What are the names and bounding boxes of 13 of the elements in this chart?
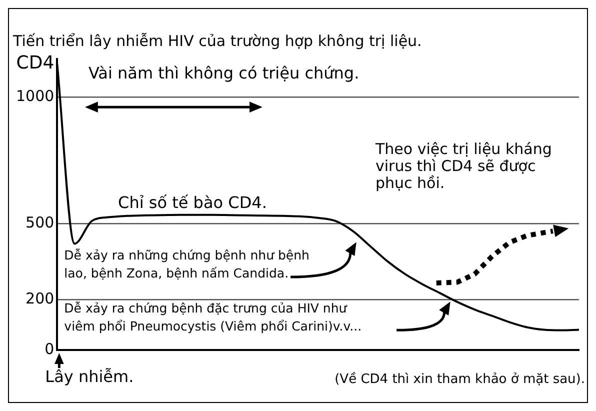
chart-title: Tiến triển lây nhiễm HIV của trường hợp không trị liệu. xyxy=(12,32,422,50)
series-label: Chỉ số tế bào CD4. xyxy=(118,192,267,212)
y-tick-label: 500 xyxy=(26,213,54,232)
y-tick-label: 200 xyxy=(26,289,54,308)
text: (Về CD4 thì xin tham khảo ở mặt sau). xyxy=(334,370,585,387)
annotation: Theo việc trị liệu kháng virus thì CD4 sẽ được phục hồi. xyxy=(374,140,552,192)
text: Lây nhiễm. xyxy=(45,367,134,386)
annotation: Vài năm thì không có triệu chứng. xyxy=(88,64,360,83)
y-tick-label: 1000 xyxy=(16,86,54,105)
annotation: Dễ xảy ra chứng bệnh đặc trưng của HIV như viêm phổi Pneumocystis (Viêm phổi Carini)v.v... xyxy=(64,300,362,334)
y-axis-title: CD4 xyxy=(16,52,54,74)
y-tick-label: 0 xyxy=(44,340,54,358)
annotation: Dễ xảy ra những chứng bệnh như bệnh lao, bệnh Zona, bệnh nấm Candida. xyxy=(64,248,310,281)
